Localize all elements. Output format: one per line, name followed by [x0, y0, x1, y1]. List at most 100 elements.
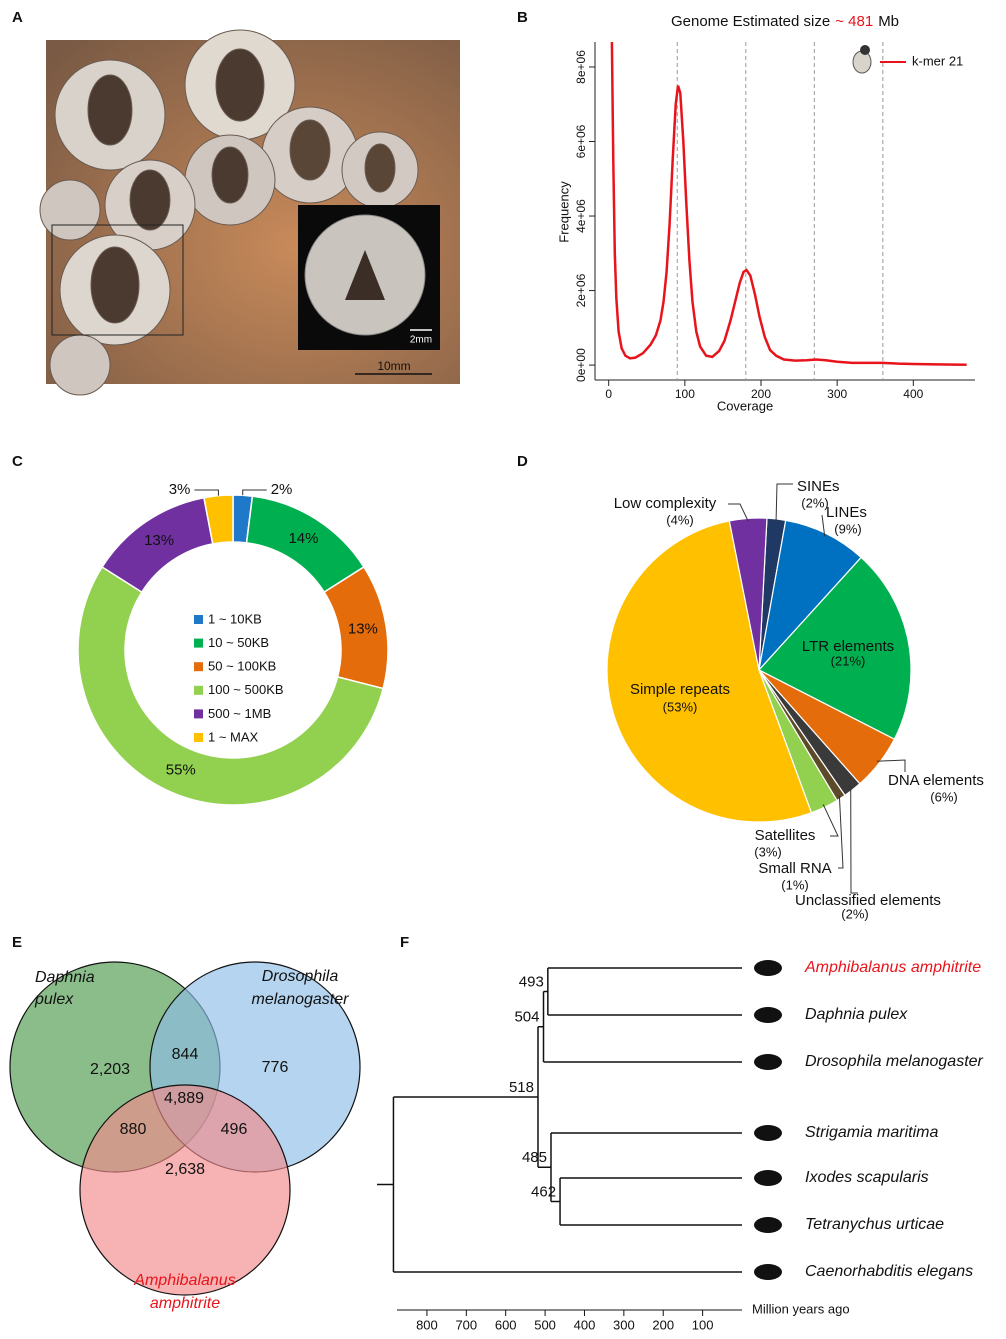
set-label: pulex	[34, 991, 74, 1008]
value-label: 14%	[288, 530, 318, 547]
panel-label: D	[517, 453, 528, 470]
title-part: ~ 481	[835, 13, 873, 30]
donut-segment	[203, 494, 234, 545]
leader-line	[194, 489, 219, 496]
x-tick-label: 100	[692, 1317, 714, 1332]
leader-line	[821, 514, 826, 537]
y-tick-label: 6e+06	[574, 124, 588, 158]
region-count: 776	[262, 1059, 289, 1076]
value-label: 13%	[348, 620, 378, 637]
legend-label: 10 ~ 50KB	[208, 635, 269, 650]
y-tick-label: 4e+06	[574, 199, 588, 233]
legend-swatch	[194, 638, 203, 648]
panel-label: C	[12, 453, 23, 470]
value-label: (2%)	[801, 495, 828, 510]
value-label: (6%)	[930, 789, 957, 804]
category-label: SINEs	[797, 478, 840, 495]
leader-line	[822, 804, 839, 837]
species-icon	[754, 1170, 782, 1186]
legend-icon	[852, 50, 872, 74]
region-count: 880	[120, 1121, 147, 1138]
value-label: (53%)	[663, 699, 698, 714]
value-label: 55%	[166, 762, 196, 779]
value-label: (2%)	[841, 906, 868, 921]
photo: 2mm 10mm	[39, 29, 460, 396]
region-count: 2,638	[165, 1161, 205, 1178]
node-age: 485	[522, 1149, 547, 1166]
category-label: LTR elements	[802, 638, 894, 655]
x-tick-label: 500	[534, 1317, 556, 1332]
leader-line	[242, 489, 267, 496]
x-axis-label: Million years ago	[752, 1301, 850, 1316]
species-name: Ixodes scapularis	[805, 1169, 929, 1186]
value-label: (9%)	[834, 521, 861, 536]
scale-label: 10mm	[377, 359, 410, 373]
x-tick-label: 0	[605, 387, 612, 401]
value-label: (1%)	[781, 877, 808, 892]
barnacles	[39, 29, 419, 396]
node-age: 518	[509, 1079, 534, 1096]
set-label: Amphibalanus	[133, 1272, 235, 1289]
y-tick-label: 8e+06	[574, 50, 588, 84]
category-label: Small RNA	[758, 860, 831, 877]
value-label: 13%	[144, 532, 174, 549]
x-tick-label: 200	[751, 387, 771, 401]
title-part: Genome Estimated size	[671, 13, 830, 30]
region-count: 844	[172, 1046, 199, 1063]
species-icon	[754, 960, 782, 976]
x-tick-label: 600	[495, 1317, 517, 1332]
species-icon	[754, 1007, 782, 1023]
leader-line	[838, 795, 844, 869]
panel-label: E	[12, 934, 22, 951]
legend-label: 1 ~ 10KB	[208, 611, 262, 626]
region-count: 2,203	[90, 1061, 130, 1078]
chart-title: Genome Estimated size ~ 481 Mb	[671, 13, 899, 30]
species-icon	[754, 1054, 782, 1070]
kmer-curve	[610, 42, 967, 366]
x-tick-label: 200	[652, 1317, 674, 1332]
inset-scale-label: 2mm	[410, 335, 432, 346]
panel-label: A	[12, 9, 23, 26]
pie-segment	[606, 520, 813, 823]
category-label: Simple repeats	[630, 681, 730, 698]
species-icon	[754, 1264, 782, 1280]
pie-segment	[728, 517, 768, 671]
value-label: (4%)	[666, 512, 693, 527]
legend-swatch	[194, 685, 203, 695]
region-count: 4,889	[164, 1090, 204, 1107]
leader-line	[876, 759, 906, 772]
category-label: Satellites	[755, 827, 816, 844]
region-count: 496	[221, 1121, 248, 1138]
x-axis-label: Coverage	[717, 398, 773, 413]
node-age: 504	[514, 1009, 539, 1026]
category-label: LINEs	[826, 504, 867, 521]
x-tick-label: 400	[903, 387, 923, 401]
y-tick-label: 2e+06	[574, 273, 588, 307]
species-name: Caenorhabditis elegans	[805, 1263, 973, 1280]
legend-icon	[860, 45, 870, 55]
species-icon	[754, 1217, 782, 1233]
x-tick-label: 400	[574, 1317, 596, 1332]
node-age: 493	[519, 973, 544, 990]
x-tick-label: 700	[455, 1317, 477, 1332]
category-label: Low complexity	[614, 495, 717, 512]
inset-opening	[345, 250, 385, 300]
set-label: Drosophila	[262, 968, 339, 985]
pie-segment	[758, 519, 862, 672]
set-label: Daphnia	[35, 969, 95, 986]
y-tick-label: 0e+00	[574, 348, 588, 382]
venn-set	[79, 1084, 291, 1296]
legend-label: 100 ~ 500KB	[208, 682, 284, 697]
legend-swatch	[194, 709, 203, 719]
species-icon	[754, 1125, 782, 1141]
y-axis-label: Frequency	[556, 181, 571, 243]
zoom-box	[51, 224, 184, 336]
category-label: Unclassified elements	[795, 892, 941, 909]
legend-swatch	[194, 615, 203, 624]
value-label: 3%	[169, 481, 191, 498]
leader-line	[775, 483, 793, 522]
leader-line	[728, 503, 749, 522]
species-name: Amphibalanus amphitrite	[804, 959, 981, 976]
legend-label: k-mer 21	[912, 53, 963, 68]
